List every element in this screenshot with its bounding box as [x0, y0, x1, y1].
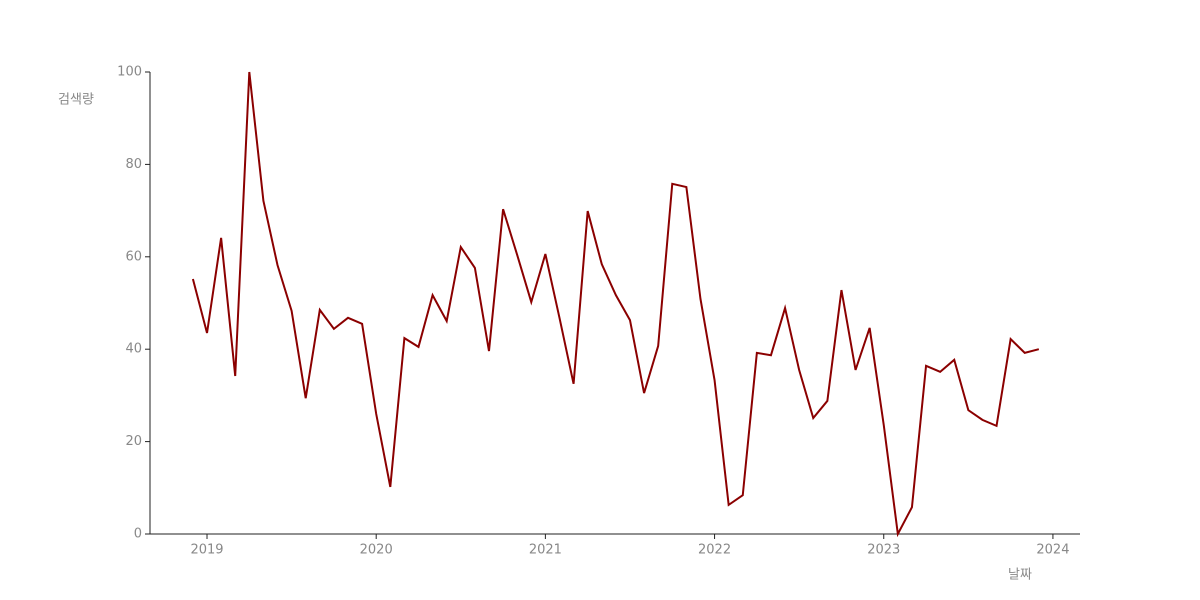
y-tick-label: 20 [125, 434, 142, 449]
x-axis-label: 날짜 [1008, 568, 1032, 583]
x-tick-label: 2024 [1036, 543, 1069, 558]
y-axis-label: 검색량 [58, 93, 94, 108]
x-tick-label: 2019 [190, 543, 223, 558]
x-tick-label: 2023 [867, 543, 900, 558]
x-tick-label: 2020 [360, 543, 393, 558]
line [191, 71, 1040, 538]
x-tick-label: 2021 [529, 543, 562, 558]
x-tick-label: 2022 [698, 543, 731, 558]
y-tick-label: 100 [117, 65, 142, 80]
y-tick-label: 80 [125, 157, 142, 172]
y-tick-label: 60 [125, 249, 142, 264]
y-tick-label: 0 [134, 527, 142, 542]
y-tick-label: 40 [125, 342, 142, 357]
